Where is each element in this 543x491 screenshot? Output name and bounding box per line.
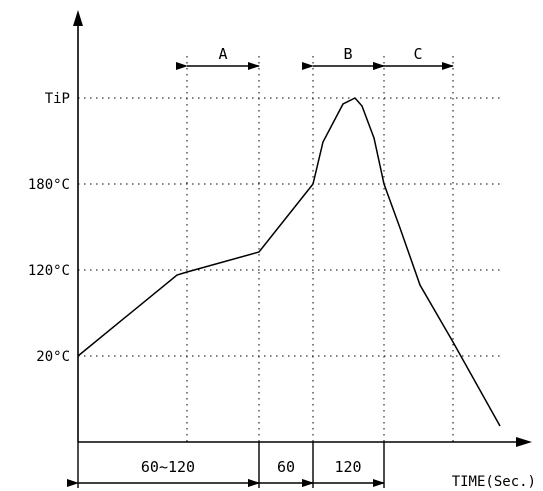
- x-axis-label: TIME(Sec.): [452, 474, 536, 490]
- vertical-gridlines: [186, 56, 454, 442]
- zone-a-label: A: [218, 45, 227, 63]
- y-label-120: 120°C: [28, 263, 70, 279]
- zone-b-label: B: [343, 45, 352, 63]
- y-label-20: 20°C: [36, 349, 70, 365]
- segment-label-3: 120: [334, 458, 361, 476]
- zone-c-label: C: [413, 45, 422, 63]
- time-segments: [67, 442, 385, 488]
- horizontal-gridlines: [78, 97, 500, 357]
- segment-label-2: 60: [277, 458, 295, 476]
- y-axis-arrowhead: [73, 10, 83, 26]
- y-label-tip: TiP: [45, 91, 70, 107]
- y-label-180: 180°C: [28, 177, 70, 193]
- segment-label-1: 60~120: [141, 458, 195, 476]
- temperature-profile-line: [77, 97, 501, 427]
- x-axis-arrowhead: [516, 437, 532, 447]
